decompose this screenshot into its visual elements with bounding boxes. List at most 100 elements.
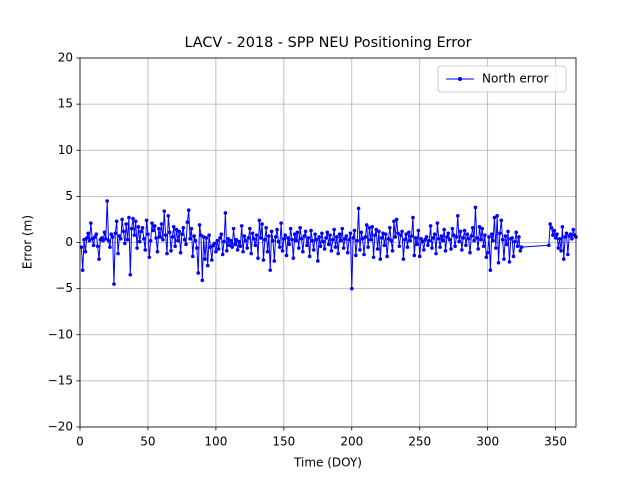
data-point [496,260,501,265]
data-point [275,227,279,232]
data-point [441,238,445,243]
data-point [468,250,472,255]
data-point [442,227,446,232]
data-point [374,227,379,232]
data-point [400,229,404,234]
data-point [504,242,509,247]
data-point [243,238,248,243]
data-point [491,238,495,243]
data-point [563,235,567,239]
data-point [84,236,89,240]
data-point [349,286,354,291]
data-point [499,218,504,223]
data-point [120,217,124,222]
data-point [82,237,86,242]
data-point [296,246,301,250]
data-point [568,232,573,236]
data-point [484,255,489,260]
data-point [355,238,360,243]
data-point [302,234,307,238]
data-point [339,238,343,243]
data-point [514,230,519,235]
data-point [276,239,281,244]
data-point [148,238,153,243]
data-point [436,237,441,241]
data-point [446,231,451,236]
data-point [152,224,157,228]
data-point [398,233,403,237]
data-point [422,248,426,252]
data-point [351,236,355,240]
data-point [381,231,385,236]
data-point [476,247,480,251]
chart-title: LACV - 2018 - SPP NEU Positioning Error [184,35,471,51]
data-point [166,213,171,218]
data-point [214,249,218,254]
data-point [451,233,456,237]
data-point [402,237,407,242]
data-point [510,236,514,240]
data-point [373,233,377,237]
data-point [212,241,217,246]
data-point [248,226,252,231]
data-point [449,247,453,251]
data-point [171,225,176,229]
data-point [86,231,90,236]
data-point [407,230,411,235]
data-point [229,238,233,243]
data-point [173,244,177,248]
data-point [321,239,326,244]
data-point [140,225,145,230]
data-point [311,248,316,252]
data-point [506,229,510,234]
data-point [479,237,483,242]
data-point [294,238,298,243]
data-point [413,236,418,240]
data-point [246,236,251,240]
data-point [305,243,309,248]
data-point [464,243,468,248]
data-point [559,249,563,253]
data-point [475,236,479,240]
data-point [286,236,290,240]
data-point [223,211,228,215]
data-point [359,230,364,235]
data-point [113,231,118,236]
data-point [502,257,506,261]
data-point [445,235,449,239]
y-tick-label: 5 [65,189,73,203]
data-point [401,257,406,261]
data-point [237,239,241,244]
data-point [154,236,158,240]
data-point [267,234,271,238]
data-point [408,238,413,243]
legend-label: North error [482,72,548,86]
data-point [432,232,437,236]
data-point [518,249,523,253]
data-point [460,248,464,252]
data-point [511,254,516,259]
data-point [162,209,167,213]
data-point [447,237,452,242]
data-point [190,254,195,259]
data-point [163,233,168,237]
data-point [306,236,311,240]
data-point [180,232,184,236]
data-point [204,236,209,240]
data-point [466,237,471,241]
data-point [216,247,221,251]
data-point [455,213,460,218]
data-point [363,235,368,239]
data-point [375,247,380,251]
data-point [487,235,491,239]
data-point [117,234,122,238]
data-point [104,237,108,241]
data-point [369,237,373,242]
data-point [231,226,236,231]
data-point [282,237,286,241]
data-point [426,243,430,248]
data-point [551,233,555,237]
data-point [560,225,565,229]
data-line [80,200,577,289]
